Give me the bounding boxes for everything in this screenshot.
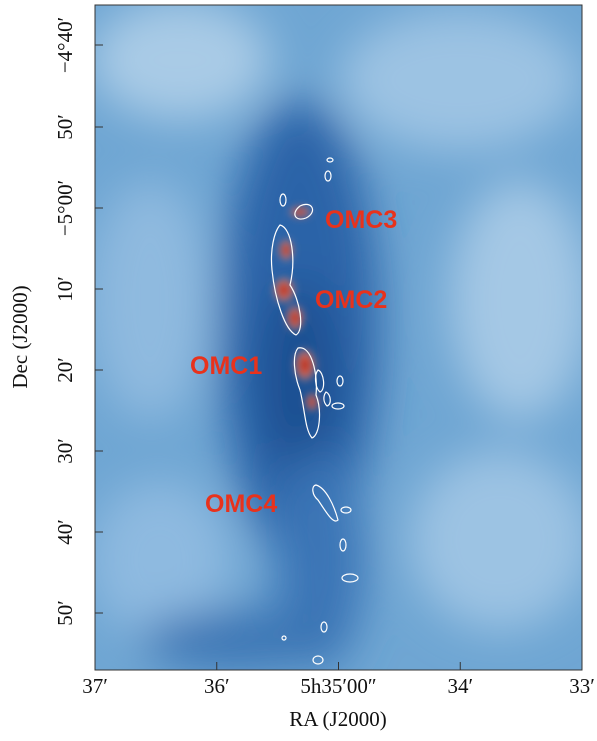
region-label: OMC3 — [325, 206, 397, 234]
x-tick-label: 34′ — [447, 674, 473, 698]
y-tick-label: 50′ — [53, 114, 77, 140]
x-tick-label: 5h35′00″ — [300, 674, 376, 698]
y-tick-label: 20′ — [53, 357, 77, 383]
x-tick-label: 36′ — [204, 674, 230, 698]
y-tick-label: −5°00′ — [53, 180, 77, 236]
region-label: OMC2 — [315, 286, 387, 314]
y-tick-label: 50′ — [53, 600, 77, 626]
y-tick-label: −4°40′ — [53, 17, 77, 73]
x-axis-label: RA (J2000) — [289, 707, 386, 731]
page: RA (J2000) Dec (J2000) 37′ 36′ 5h35′00″ 34′… — [0, 0, 597, 741]
x-tick-label: 37′ — [82, 674, 108, 698]
sky-image — [90, 0, 590, 670]
y-tick-label: 30′ — [53, 438, 77, 464]
figure: RA (J2000) Dec (J2000) 37′ 36′ 5h35′00″ 34′… — [0, 0, 597, 741]
y-axis-label: Dec (J2000) — [8, 285, 32, 388]
region-label: OMC1 — [190, 352, 262, 380]
region-label: OMC4 — [205, 490, 277, 518]
y-tick-label: 10′ — [53, 276, 77, 302]
y-tick-label: 40′ — [53, 519, 77, 545]
x-tick-label: 33′ — [569, 674, 595, 698]
